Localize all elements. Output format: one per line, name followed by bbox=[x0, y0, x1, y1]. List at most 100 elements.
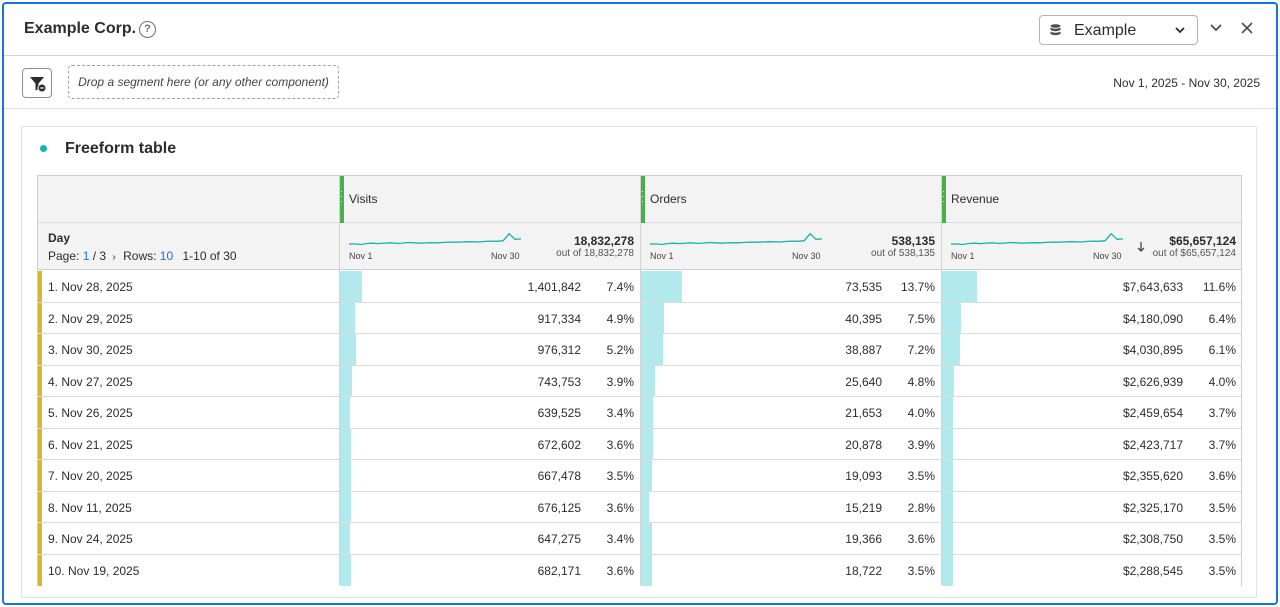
table-row[interactable]: 10. Nov 19, 2025 682,171 3.6% 18,722 3.5% $2,… bbox=[38, 554, 1241, 586]
filter-icon bbox=[30, 77, 47, 93]
column-divider bbox=[640, 176, 641, 585]
cell-percent: 3.7% bbox=[1208, 406, 1236, 420]
cell-percent: 3.9% bbox=[907, 437, 935, 452]
cell-value: $2,626,939 bbox=[1122, 374, 1183, 389]
row-day-label[interactable]: 3. Nov 30, 2025 bbox=[48, 343, 133, 357]
metric-total-of: out of $65,657,124 bbox=[1152, 248, 1236, 259]
row-day-label[interactable]: 2. Nov 29, 2025 bbox=[48, 311, 133, 326]
table-row[interactable]: 7. Nov 20, 2025 667,478 3.5% 19,093 3.5% $2,3… bbox=[38, 460, 1241, 492]
cell-value: 647,275 bbox=[537, 532, 581, 546]
row-day-label[interactable]: 1. Nov 28, 2025 bbox=[48, 280, 133, 294]
sparkline-end-label: Nov 30 bbox=[792, 251, 821, 261]
percent-bar bbox=[942, 523, 953, 554]
cell-percent: 6.1% bbox=[1208, 343, 1236, 357]
percent-bar bbox=[641, 334, 663, 365]
drag-handle-icon[interactable] bbox=[941, 176, 946, 223]
row-day-label[interactable]: 5. Nov 26, 2025 bbox=[48, 406, 133, 420]
cell-value: 38,887 bbox=[845, 343, 882, 357]
segment-filter-button[interactable] bbox=[22, 68, 52, 98]
percent-bar bbox=[641, 397, 653, 428]
cell-percent: 3.6% bbox=[606, 563, 634, 578]
data-source-select[interactable]: Example bbox=[1039, 15, 1198, 45]
cell-percent: 5.2% bbox=[606, 343, 634, 357]
table-row[interactable]: 2. Nov 29, 2025 917,334 4.9% 40,395 7.5% $4,1… bbox=[38, 302, 1241, 334]
row-day-label[interactable]: 10. Nov 19, 2025 bbox=[48, 563, 140, 578]
segment-dropzone[interactable]: Drop a segment here (or any other compon… bbox=[68, 65, 339, 99]
row-day-label[interactable]: 9. Nov 24, 2025 bbox=[48, 532, 133, 546]
panel-header: Example Corp. ? Example bbox=[4, 4, 1276, 56]
cell-percent: 3.4% bbox=[606, 406, 634, 420]
percent-bar bbox=[340, 302, 355, 333]
table-row[interactable]: 3. Nov 30, 2025 976,312 5.2% 38,887 7.2% $4,0… bbox=[38, 334, 1241, 366]
cell-percent: 7.4% bbox=[606, 280, 634, 294]
viz-title[interactable]: Freeform table bbox=[65, 140, 177, 157]
sort-descending-icon[interactable] bbox=[1137, 242, 1145, 252]
cell-percent: 4.0% bbox=[1208, 374, 1236, 389]
percent-bar bbox=[942, 491, 953, 522]
sparkline-end-label: Nov 30 bbox=[491, 251, 520, 261]
help-icon[interactable]: ? bbox=[139, 21, 156, 38]
metric-header-orders[interactable]: Orders bbox=[640, 176, 940, 223]
sparkline-orders bbox=[650, 232, 822, 246]
chevron-down-icon bbox=[1175, 27, 1185, 34]
close-icon[interactable] bbox=[1241, 22, 1253, 34]
cell-percent: 2.8% bbox=[907, 500, 935, 515]
dimension-name[interactable]: Day bbox=[48, 231, 71, 245]
cell-percent: 13.7% bbox=[900, 280, 935, 294]
cell-percent: 3.6% bbox=[606, 437, 634, 452]
metric-header-visits[interactable]: Visits bbox=[339, 176, 639, 223]
summary-row: Day Page: 1 / 3 › Rows: 10 1-10 of 30 No… bbox=[38, 223, 1241, 270]
table-row[interactable]: 1. Nov 28, 2025 1,401,842 7.4% 73,535 13.7% $… bbox=[38, 271, 1241, 303]
percent-bar bbox=[942, 334, 960, 365]
percent-bar bbox=[340, 334, 356, 365]
page-count: / 3 bbox=[92, 249, 107, 263]
cell-percent: 3.6% bbox=[907, 532, 935, 546]
percent-bar bbox=[641, 271, 682, 302]
cell-value: 682,171 bbox=[537, 563, 581, 578]
cell-percent: 3.5% bbox=[1208, 532, 1236, 546]
panel-title[interactable]: Example Corp. bbox=[24, 20, 137, 37]
collapse-panel-icon[interactable] bbox=[1209, 23, 1223, 33]
row-day-label[interactable]: 7. Nov 20, 2025 bbox=[48, 469, 133, 483]
metric-header-revenue[interactable]: Revenue bbox=[941, 176, 1241, 223]
row-day-label[interactable]: 4. Nov 27, 2025 bbox=[48, 374, 133, 389]
percent-bar bbox=[340, 523, 350, 554]
rows-per-page[interactable]: 10 bbox=[159, 249, 174, 263]
date-range[interactable]: Nov 1, 2025 - Nov 30, 2025 bbox=[1113, 76, 1260, 90]
cell-percent: 7.2% bbox=[907, 343, 935, 357]
page-number[interactable]: 1 bbox=[82, 249, 90, 263]
drag-handle-icon[interactable] bbox=[640, 176, 645, 223]
metric-name: Visits bbox=[349, 192, 378, 206]
percent-bar bbox=[942, 460, 953, 491]
cell-value: 20,878 bbox=[845, 437, 882, 452]
percent-bar bbox=[340, 554, 351, 586]
table-row[interactable]: 5. Nov 26, 2025 639,525 3.4% 21,653 4.0% $2,4… bbox=[38, 397, 1241, 429]
cell-value: 18,722 bbox=[845, 563, 882, 578]
table-row[interactable]: 8. Nov 11, 2025 676,125 3.6% 15,219 2.8% $2,3… bbox=[38, 491, 1241, 523]
freeform-table: Visits Orders Revenue Day Page: 1 / 3 › Ro… bbox=[37, 175, 1242, 586]
sparkline-line bbox=[349, 232, 521, 246]
row-selection-marker bbox=[38, 334, 42, 365]
percent-bar bbox=[340, 271, 362, 302]
row-selection-marker bbox=[38, 397, 42, 428]
table-row[interactable]: 4. Nov 27, 2025 743,753 3.9% 25,640 4.8% $2,6… bbox=[38, 365, 1241, 397]
row-day-label[interactable]: 6. Nov 21, 2025 bbox=[48, 437, 133, 452]
metric-total: 538,135 bbox=[891, 234, 935, 248]
cell-value: 917,334 bbox=[537, 311, 581, 326]
data-source-label: Example bbox=[1074, 22, 1137, 39]
drag-handle-icon[interactable] bbox=[339, 176, 344, 223]
viz-status-dot bbox=[40, 145, 47, 152]
cell-value: 976,312 bbox=[537, 343, 581, 357]
cell-percent: 4.9% bbox=[606, 311, 634, 326]
percent-bar bbox=[942, 302, 961, 333]
percent-bar bbox=[942, 271, 977, 302]
next-page-icon[interactable]: › bbox=[112, 252, 116, 263]
row-selection-marker bbox=[38, 302, 42, 333]
table-row[interactable]: 6. Nov 21, 2025 672,602 3.6% 20,878 3.9% $2,4… bbox=[38, 428, 1241, 460]
percent-bar bbox=[942, 428, 953, 459]
sparkline-start-label: Nov 1 bbox=[349, 251, 373, 261]
row-day-label[interactable]: 8. Nov 11, 2025 bbox=[48, 500, 132, 515]
sparkline-end-label: Nov 30 bbox=[1093, 251, 1122, 261]
table-row[interactable]: 9. Nov 24, 2025 647,275 3.4% 19,366 3.6% $2,3… bbox=[38, 523, 1241, 555]
cell-value: 667,478 bbox=[537, 469, 581, 483]
